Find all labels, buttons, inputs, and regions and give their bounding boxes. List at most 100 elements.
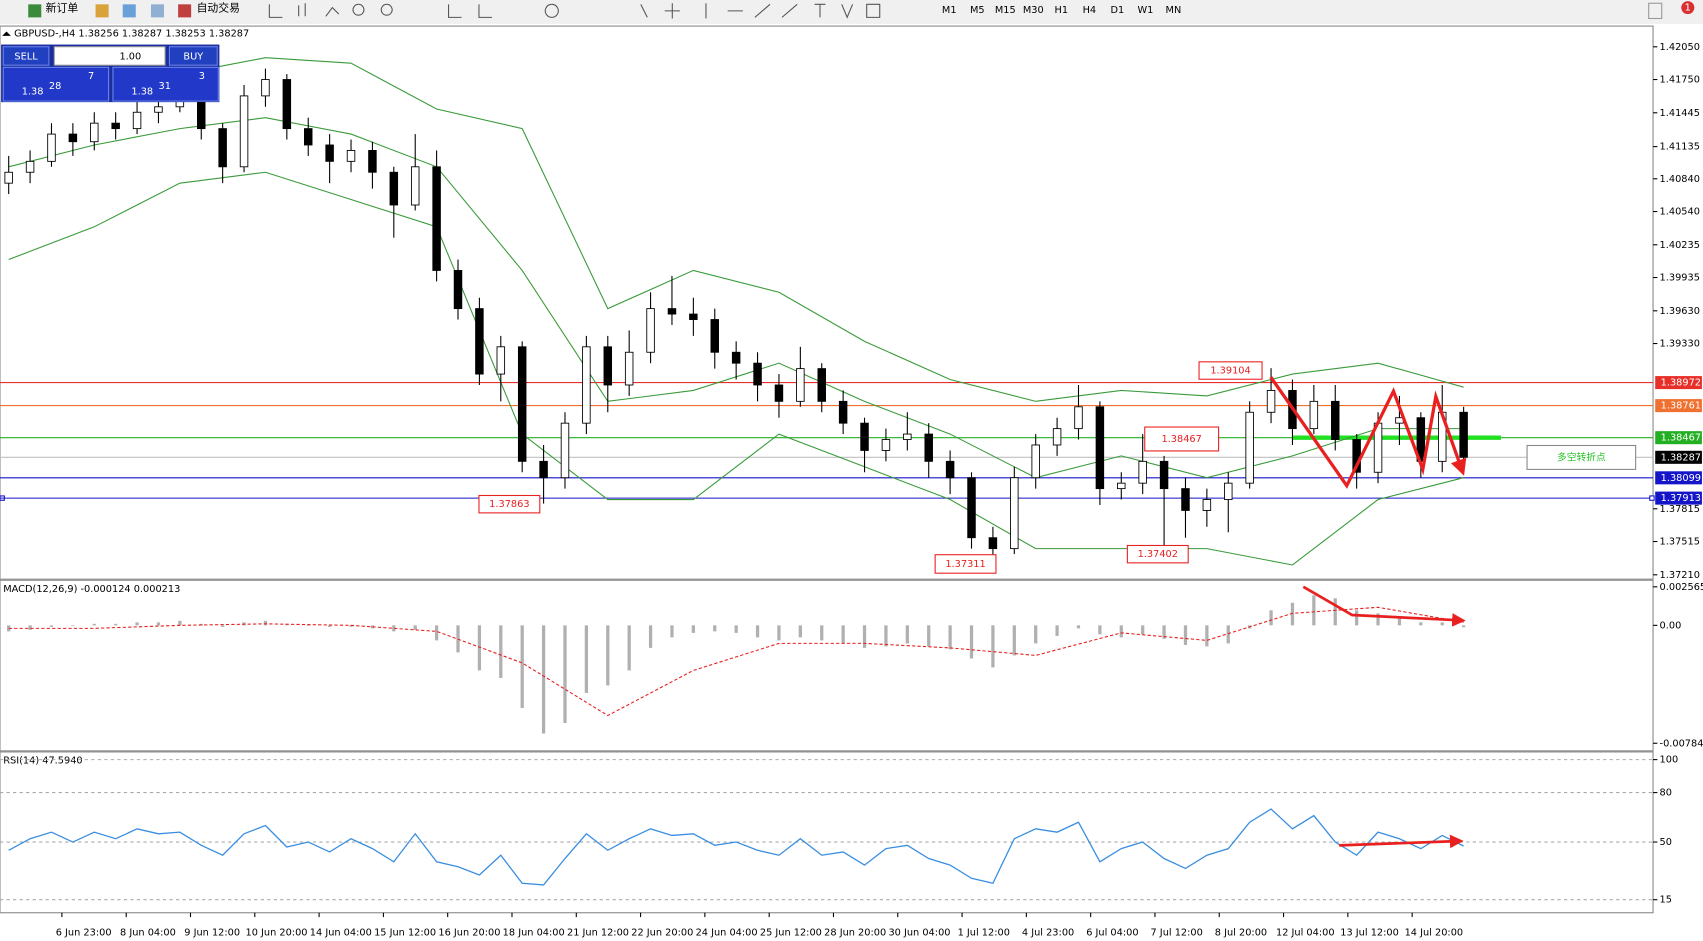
note: 多空转折点 — [1557, 450, 1606, 463]
candle-body — [731, 351, 741, 364]
macd-bar — [263, 620, 268, 626]
candle-body — [710, 319, 719, 353]
candle-body — [1095, 406, 1105, 490]
trade-panel[interactable]: SELL 1.00 BUY 1.38 28 7 1.38 31 3 — [1, 44, 220, 103]
buy-big[interactable]: 31 — [159, 81, 171, 92]
macd-bar — [434, 625, 439, 641]
macd-bar — [798, 625, 802, 638]
auto-trading[interactable]: 自动交易 — [197, 1, 240, 15]
toolbar-buttons[interactable]: 新订单 自动交易 — [28, 1, 881, 19]
candle-body — [47, 133, 56, 162]
notification-badge[interactable] — [1681, 1, 1695, 15]
buy-sup[interactable]: 3 — [199, 71, 205, 82]
y-tick-label: 1.40235 — [1660, 240, 1700, 251]
tool-icon[interactable] — [150, 4, 165, 18]
sell-prefix[interactable]: 1.38 — [22, 86, 44, 97]
timeframe[interactable]: M30 — [1023, 5, 1044, 16]
price-level-label: 1.38287 — [1661, 452, 1701, 463]
macd-bar — [1183, 625, 1188, 645]
timeframe[interactable]: D1 — [1111, 5, 1125, 16]
candle-body — [368, 150, 377, 173]
buy-button[interactable] — [168, 46, 218, 66]
macd-signal — [8, 606, 1464, 717]
candle-body — [624, 351, 634, 386]
candle-body — [261, 79, 270, 97]
candle-body — [1010, 477, 1019, 550]
macd-bar — [691, 625, 695, 633]
timeframe[interactable]: M1 — [942, 5, 957, 16]
candle-body — [1331, 400, 1340, 440]
macd-bar — [520, 625, 524, 708]
toolbar-icons[interactable] — [268, 3, 881, 19]
macd-bar — [1355, 610, 1359, 626]
sell-sup[interactable]: 7 — [88, 71, 94, 82]
macd-bar — [927, 625, 931, 647]
y-tick-label: 1.42050 — [1660, 42, 1700, 53]
candle-body — [154, 106, 163, 113]
candle-body — [1202, 499, 1212, 511]
candle-body — [603, 346, 613, 386]
candle-body — [1159, 460, 1169, 490]
price-level-label: 1.38099 — [1661, 473, 1701, 484]
sell-price-box[interactable] — [2, 66, 110, 102]
buy-prefix[interactable]: 1.38 — [131, 86, 153, 97]
price-level-box — [1655, 471, 1702, 485]
level-marker — [1649, 495, 1655, 501]
candle-body — [1459, 411, 1468, 458]
timeframe[interactable]: W1 — [1137, 5, 1153, 16]
timeframe[interactable]: M15 — [995, 5, 1016, 16]
macd-bar — [862, 625, 867, 648]
candle-body — [1245, 411, 1254, 484]
tool-icon[interactable] — [95, 4, 109, 18]
sell-big[interactable]: 28 — [49, 81, 61, 92]
candle-body — [1181, 488, 1190, 511]
timeframe[interactable]: H4 — [1083, 5, 1097, 16]
candle-body — [346, 150, 356, 162]
timeframes[interactable]: M1 M5 M15 M30 H1 H4 D1 W1 MN — [942, 5, 1181, 16]
macd-bar — [499, 625, 503, 678]
timeframe[interactable]: M5 — [970, 5, 985, 16]
macd-bar — [948, 625, 952, 650]
y-tick-label: 1.39630 — [1660, 306, 1700, 317]
macd-bar — [648, 625, 653, 648]
price-annotation: 1.37863 — [489, 499, 529, 510]
y-tick-label: 1.37815 — [1660, 504, 1700, 515]
price-annotation-box — [934, 554, 997, 574]
macd-bar — [71, 625, 75, 626]
macd-bar — [1119, 625, 1123, 638]
macd-bar — [349, 625, 353, 627]
macd-bar — [841, 625, 845, 644]
candle-body — [860, 422, 869, 451]
macd-bar — [1419, 622, 1423, 626]
sell-label[interactable]: SELL — [14, 52, 38, 63]
candle-body — [582, 346, 591, 424]
candle-body — [967, 477, 976, 539]
macd-bar — [114, 623, 118, 626]
price-level-box — [1655, 450, 1702, 464]
new-order-icon[interactable] — [28, 4, 42, 18]
x-tick-label: 16 Jun 20:00 — [438, 927, 500, 938]
notification-count[interactable]: 1 — [1685, 3, 1691, 14]
candle-body — [239, 95, 249, 168]
tool-icon[interactable] — [122, 4, 136, 18]
sell-button[interactable] — [2, 46, 50, 66]
lot-value[interactable]: 1.00 — [119, 52, 141, 63]
timeframe[interactable]: H1 — [1055, 5, 1069, 16]
y-tick-label: 1.37515 — [1660, 537, 1700, 548]
price-level-box — [1655, 491, 1702, 505]
new-order[interactable]: 新订单 — [46, 1, 79, 15]
timeframe[interactable]: MN — [1166, 5, 1182, 16]
candle-body — [517, 346, 527, 462]
buy-label[interactable]: BUY — [183, 52, 203, 63]
y-tick-label: 1.40840 — [1660, 174, 1700, 185]
buy-price-box[interactable] — [112, 66, 219, 102]
y-tick-label: 1.40540 — [1660, 207, 1700, 218]
x-tick-label: 14 Jul 20:00 — [1405, 927, 1464, 938]
auto-trading-icon[interactable] — [178, 4, 192, 18]
lot-input[interactable] — [53, 46, 166, 66]
search[interactable] — [1648, 2, 1663, 20]
y-tick-label: 1.39330 — [1660, 339, 1700, 350]
candle-body — [1052, 428, 1062, 446]
macd-bar — [92, 623, 96, 626]
y-tick-label: 0.002565 — [1660, 582, 1703, 593]
